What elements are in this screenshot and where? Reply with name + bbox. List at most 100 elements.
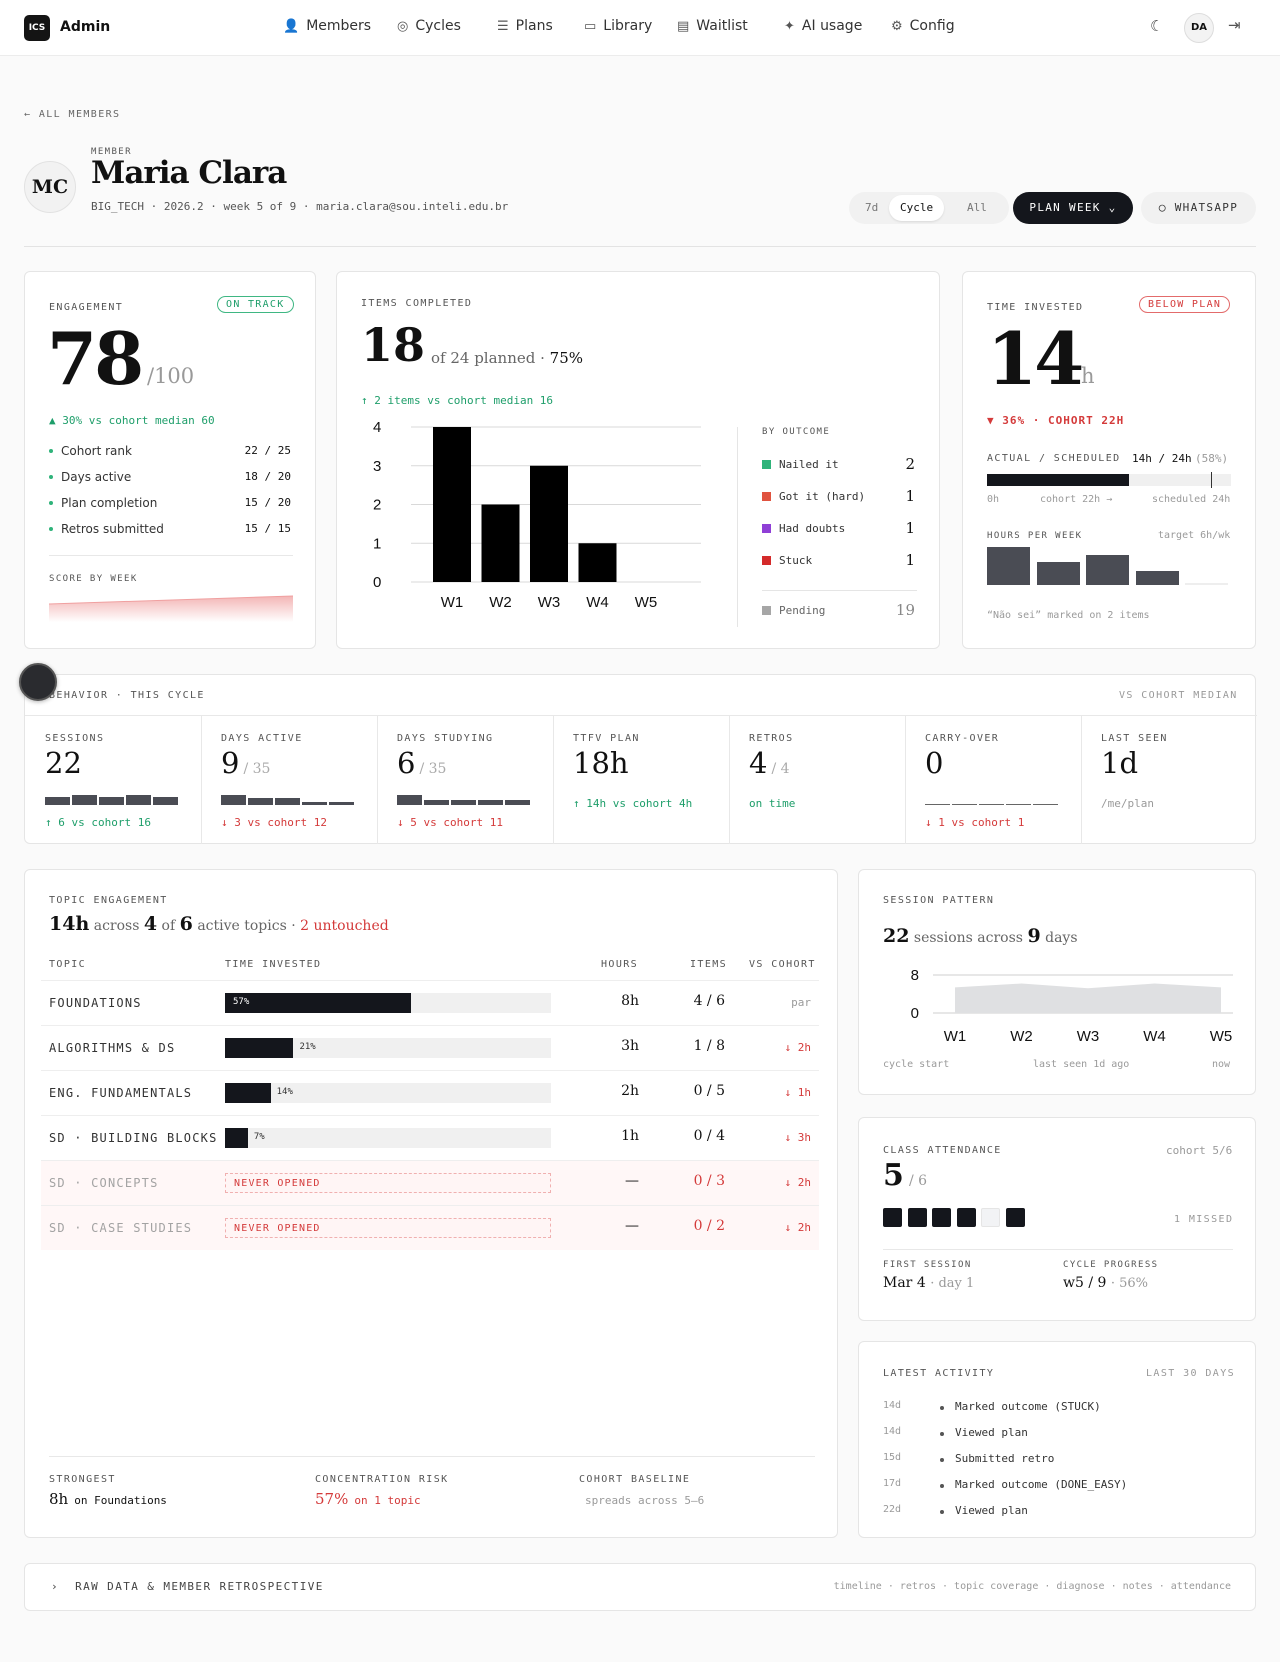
list-item: 14d Marked outcome (STUCK) [883,1400,1101,1413]
topic-name: FOUNDATIONS [49,996,142,1010]
footer-label: CONCENTRATION RISK [315,1474,449,1485]
member-name: Maria Clara [91,155,287,191]
spark-bar [72,795,97,805]
table-row[interactable]: SD · BUILDING BLOCKS 7% 1h 0 / 4 ↓ 3h [41,1115,819,1160]
scale-start: 0h [987,494,1000,505]
session-foot-mid: last seen 1d ago [1033,1059,1130,1070]
spark-bar [1006,804,1031,805]
logout-icon[interactable]: ⇥ [1228,16,1241,34]
range-option-7d[interactable]: 7d [865,201,879,214]
outcome-title: BY OUTCOME [762,427,831,437]
hpw-title: HOURS PER WEEK [987,531,1083,541]
stat-value: 18 / 20 [244,470,291,483]
cycle-icon: ◎ [397,18,409,34]
topic-name: SD · CASE STUDIES [49,1221,193,1235]
spark-bar [451,799,476,805]
y-tick-label: 2 [373,497,381,514]
activity-range: LAST 30 DAYS [1146,1368,1236,1379]
logo[interactable]: ICS [24,15,50,41]
activity-title: LATEST ACTIVITY [883,1368,995,1379]
topic-hours: — [625,1173,639,1189]
metric-sparkbars [45,791,185,805]
nav-item-members[interactable]: 👤 Members [283,18,372,34]
metric-days-studying: DAYS STUDYING 6/ 35 ↓ 5 vs cohort 11 [397,733,547,829]
session-summary: 22 sessions across 9 days [883,925,1078,947]
raw-data-row[interactable]: › RAW DATA & MEMBER RETROSPECTIVE timeli… [24,1563,1256,1611]
attendance-missed: 1 MISSED [1174,1214,1234,1225]
week-bar [1036,562,1080,585]
nav-item-waitlist[interactable]: ▤ Waitlist [677,18,748,34]
back-link[interactable]: ← ALL MEMBERS [24,109,121,120]
col-items: ITEMS [690,959,728,970]
scale-end: scheduled 24h [1152,494,1231,505]
whatsapp-button[interactable]: ◯ WHATSAPP [1141,192,1256,224]
table-row[interactable]: FOUNDATIONS 57% 8h 4 / 6 par [41,980,819,1025]
session-pattern-card: SESSION PATTERN 22 sessions across 9 day… [858,869,1256,1095]
items-pct: 75% [549,349,584,367]
metric-days-active: DAYS ACTIVE 9/ 35 ↓ 3 vs cohort 12 [221,733,371,829]
week-bar [987,547,1030,585]
time-value: 14 [987,316,1084,401]
table-row[interactable]: SD · CONCEPTS NEVER OPENED — 0 / 3 ↓ 2h [41,1160,819,1205]
chevron-down-icon: ⌄ [1108,201,1117,214]
time-bar-label: 14% [276,1087,293,1097]
nav-item-plans[interactable]: ☰ Plans [497,18,553,34]
metric-carry-over: CARRY-OVER 0 ↓ 1 vs cohort 1 [925,733,1075,829]
footer-value: 8h on Foundations [49,1490,167,1508]
x-tick-label: W5 [635,594,658,611]
topic-hours: 8h [621,993,639,1009]
spark-bar [248,798,273,805]
range-option-all[interactable]: All [967,201,987,214]
attended-mark [883,1208,902,1227]
topic-vs-cohort: ↓ 1h [784,1086,812,1099]
cursor-indicator [19,663,57,701]
brand-name[interactable]: Admin [60,19,111,35]
metric-sparkbars [221,791,361,805]
attendance-sub: / 6 [909,1173,928,1189]
plan-week-button[interactable]: PLAN WEEK ⌄ [1013,192,1133,224]
topic-vs-cohort: ↓ 2h [784,1041,812,1054]
metric-ttfv-plan: TTFV PLAN 18h ↑ 14h vs cohort 4h [573,733,693,810]
spark-bar [1033,804,1058,805]
attended-mark [932,1208,952,1227]
session-area-chart: 0 8 W1 W2 W3 W4 W5 [911,967,1233,1045]
spark-bar [478,799,503,805]
nav-item-config[interactable]: ⚙ Config [891,18,955,34]
time-note: “Não sei” marked on 2 items [987,610,1150,621]
outcome-swatch [762,556,771,565]
time-bar-fill [225,993,411,1013]
raw-data-toggle[interactable]: › RAW DATA & MEMBER RETROSPECTIVE [51,1580,324,1593]
nav-item-cycles[interactable]: ◎ Cycles [397,18,461,34]
time-delta: ▼ 36% · COHORT 22H [987,414,1125,427]
metric-retros: RETROS 4/ 4 on time [749,733,796,810]
time-bar-track: 57% [225,993,551,1013]
topics-summary: 14h across 4 of 6 active topics · 2 unto… [49,913,389,935]
table-row[interactable]: ENG. FUNDAMENTALS 14% 2h 0 / 5 ↓ 1h [41,1070,819,1115]
topics-title: TOPIC ENGAGEMENT [49,895,168,906]
nav-item-ai-usage[interactable]: ✦ AI usage [784,18,863,34]
range-toggle: 7d Cycle All [849,192,1009,224]
spark-bar [126,795,151,805]
moon-icon[interactable]: ☾ [1150,17,1164,35]
y-tick-label: 3 [373,458,381,475]
week-bar [1086,555,1129,585]
items-delta: ↑ 2 items vs cohort median 16 [361,394,554,407]
nav-item-library[interactable]: ▭ Library [584,18,653,34]
range-option-cycle[interactable]: Cycle [889,195,945,221]
raw-data-links[interactable]: timeline · retros · topic coverage · dia… [833,1581,1231,1592]
topic-vs-cohort: ↓ 2h [784,1176,812,1189]
chevron-right-icon: › [51,1580,60,1593]
avatar[interactable]: DA [1184,13,1214,43]
table-row[interactable]: SD · CASE STUDIES NEVER OPENED — 0 / 2 ↓ 2h [41,1205,819,1250]
topic-items: 0 / 5 [693,1083,725,1099]
divider [24,246,1256,247]
topic-vs-cohort: ↓ 2h [784,1221,812,1234]
x-tick-label: W2 [489,594,512,611]
topic-name: ALGORITHMS & DS [49,1041,176,1055]
y-tick-label: 0 [373,574,381,591]
items-sub: of 24 planned · [431,349,545,367]
status-badge: ON TRACK [217,296,294,313]
table-row[interactable]: ALGORITHMS & DS 21% 3h 1 / 8 ↓ 2h [41,1025,819,1070]
list-item: 17d Marked outcome (DONE_EASY) [883,1478,1128,1491]
x-tick-label: W3 [538,594,561,611]
